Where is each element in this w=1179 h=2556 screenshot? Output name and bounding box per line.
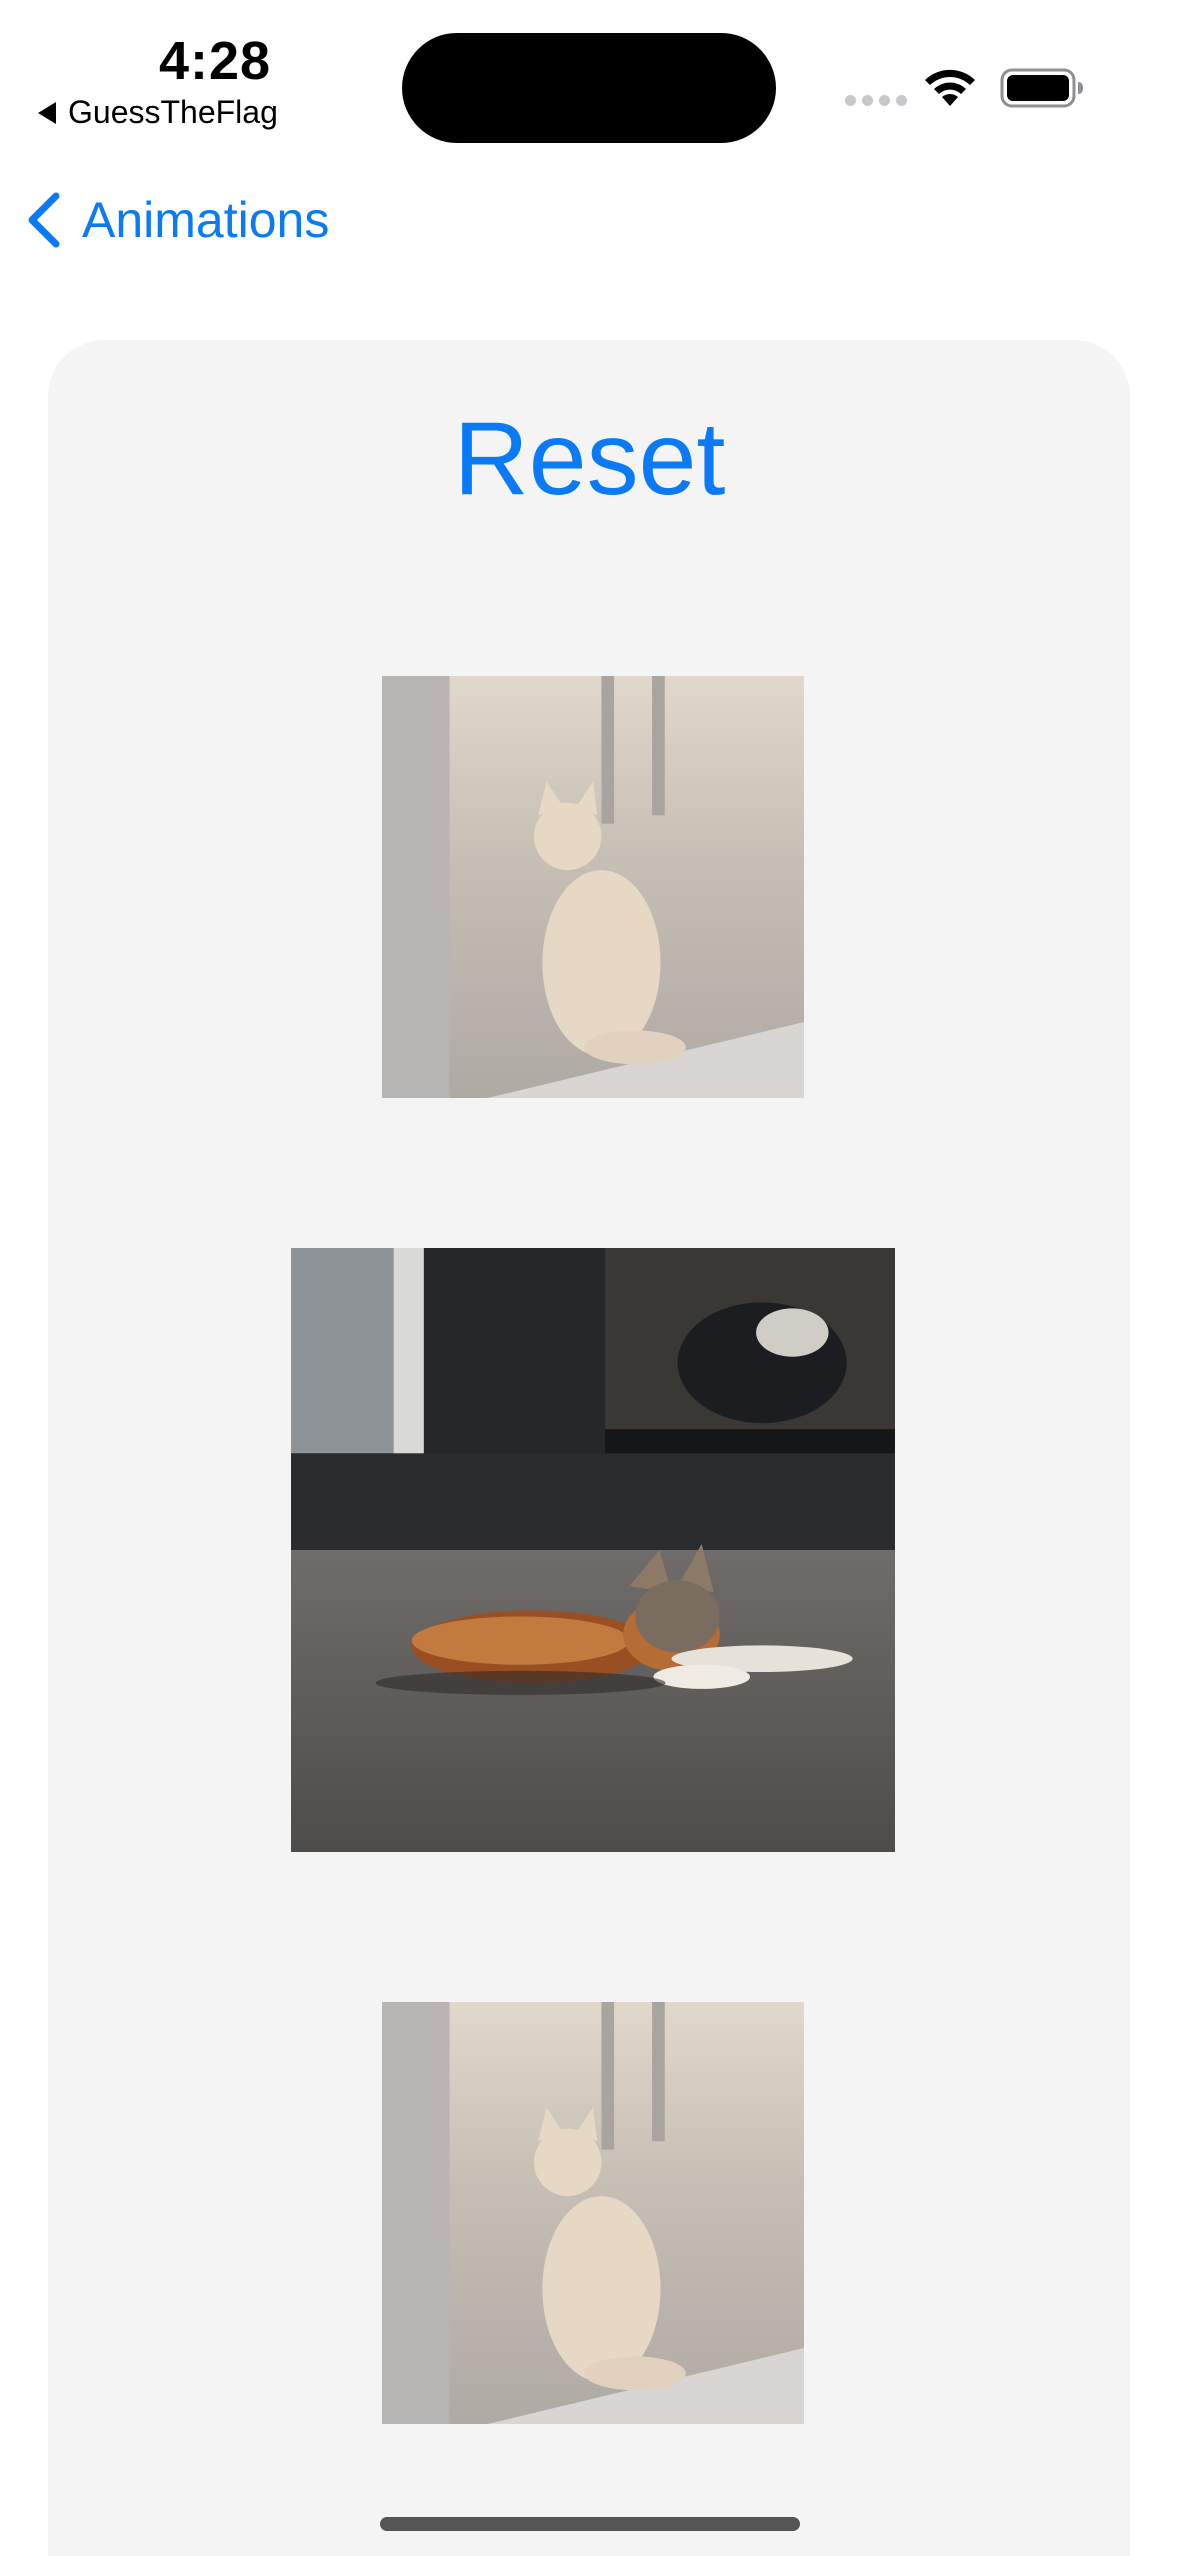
dynamic-island [402, 33, 776, 143]
chevron-left-icon [28, 192, 60, 248]
sitting-cat-photo [382, 676, 804, 1098]
home-indicator[interactable] [380, 2517, 800, 2531]
status-back-to-app[interactable]: GuessTheFlag [38, 94, 278, 131]
back-triangle-icon [38, 101, 56, 124]
lying-cat-photo [291, 1248, 895, 1852]
wifi-icon [925, 69, 975, 106]
sitting-cat-photo-bottom [382, 2002, 804, 2424]
reset-button[interactable]: Reset [453, 401, 726, 517]
back-button-label: Animations [82, 192, 330, 248]
cellular-signal-icon [845, 95, 907, 106]
status-time: 4:28 [158, 31, 272, 91]
back-button-animations[interactable]: Animations [24, 190, 329, 250]
battery-icon [1000, 68, 1083, 108]
status-back-app-label: GuessTheFlag [68, 94, 278, 130]
